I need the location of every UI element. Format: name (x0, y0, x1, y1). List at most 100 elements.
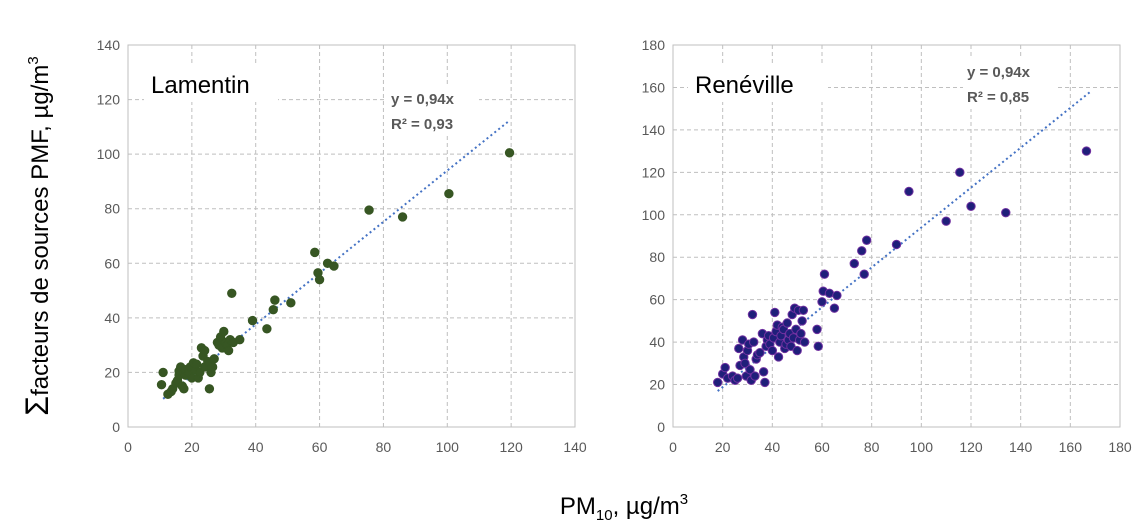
data-point (760, 377, 770, 388)
y-tick-label: 120 (642, 164, 666, 180)
data-point (720, 362, 730, 373)
x-axis-label: PM10, µg/m3 (560, 491, 688, 524)
y-tick-label: 80 (104, 201, 120, 217)
x-tick-label: 120 (499, 439, 523, 455)
data-point (1001, 207, 1011, 218)
x-tick-label: 80 (376, 439, 392, 455)
data-point (862, 235, 872, 245)
y-tick-label: 20 (649, 377, 665, 393)
data-point (1081, 146, 1092, 156)
equation-lamentin: y = 0,94x (391, 91, 455, 108)
data-point (204, 384, 215, 394)
equation-bg-reneville (963, 59, 1055, 109)
data-point (329, 261, 339, 271)
data-point (713, 377, 723, 388)
x-tick-label: 60 (814, 439, 830, 455)
data-point (796, 328, 806, 339)
chart-panel-reneville: 0 20 40 60 80 100 120 140 160 180 0 20 40 60 80 100 120 1… (642, 37, 1132, 455)
data-point (745, 365, 755, 375)
site-label-bg-lamentin (144, 66, 278, 102)
data-point (247, 315, 258, 326)
r2-reneville: R² = 0,85 (967, 89, 1029, 106)
data-point (770, 307, 780, 318)
data-point (199, 345, 210, 356)
data-point (747, 309, 758, 320)
data-point (314, 274, 325, 285)
y-tick-label: 80 (649, 249, 665, 265)
y-tick-label: 100 (642, 207, 666, 223)
data-point (799, 337, 810, 347)
x-tick-label: 0 (669, 439, 677, 455)
data-point (904, 186, 914, 197)
y-tick-label: 100 (97, 146, 121, 162)
equation-bg-lamentin (387, 86, 479, 136)
x-tick-label: 160 (1059, 439, 1083, 455)
data-point (813, 341, 823, 352)
data-point (223, 345, 234, 356)
data-point (740, 358, 750, 369)
data-point (364, 205, 374, 215)
y-tick-label: 160 (642, 79, 666, 95)
y-axis-label-main: facteurs de sources PMF, µg/m (27, 65, 54, 396)
data-point (156, 380, 167, 390)
y-tick-label: 0 (657, 419, 665, 435)
tick-labels-reneville: 0 20 40 60 80 100 120 140 160 180 0 20 40 60 80 100 120 1… (642, 37, 1132, 455)
sigma-symbol: Σ (19, 396, 55, 416)
y-tick-label: 60 (649, 292, 665, 308)
y-tick-label: 20 (104, 364, 120, 380)
x-tick-label: 40 (248, 439, 264, 455)
data-point (732, 373, 743, 383)
data-point (891, 239, 902, 250)
x-tick-label: 180 (1108, 439, 1132, 455)
y-axis-label: Σfacteurs de sources PMF, µg/m3 (19, 56, 55, 415)
data-point (819, 269, 830, 279)
x-axis-label-sub: 10 (596, 507, 613, 524)
chart-panel-lamentin: 0 20 40 60 80 100 120 140 0 20 40 60 80 100 120 140 Lam… (97, 37, 587, 455)
data-point (270, 295, 280, 305)
data-point (397, 212, 408, 222)
data-point (158, 367, 168, 378)
data-point (792, 345, 802, 356)
x-tick-label: 20 (715, 439, 731, 455)
data-point (219, 326, 229, 337)
x-tick-label: 120 (959, 439, 983, 455)
data-point (749, 337, 759, 347)
x-tick-label: 100 (910, 439, 934, 455)
x-tick-label: 20 (184, 439, 200, 455)
data-point (235, 334, 245, 345)
data-point (191, 359, 202, 369)
x-tick-label: 0 (124, 439, 132, 455)
x-axis-label-rest: , µg/m (613, 493, 680, 520)
site-label-bg-reneville (688, 66, 828, 102)
x-tick-label: 100 (436, 439, 460, 455)
points-reneville (713, 146, 1092, 388)
x-tick-label: 80 (864, 439, 880, 455)
data-point (817, 297, 827, 307)
y-tick-label: 180 (642, 37, 666, 53)
y-tick-label: 120 (97, 92, 121, 108)
data-point (812, 324, 822, 335)
data-point (966, 201, 976, 211)
tick-labels-lamentin: 0 20 40 60 80 100 120 140 0 20 40 60 80 100 120 140 (97, 37, 587, 455)
x-axis-label-main: PM (560, 493, 596, 520)
data-point (262, 324, 272, 334)
data-point (750, 371, 760, 381)
data-point (179, 384, 189, 394)
data-point (310, 247, 320, 258)
y-axis-label-text: Σfacteurs de sources PMF, µg/m3 (19, 56, 55, 415)
data-point (859, 269, 869, 279)
r2-lamentin: R² = 0,93 (391, 116, 453, 133)
data-point (207, 362, 218, 372)
data-point (849, 258, 859, 269)
data-point (758, 367, 769, 377)
data-point (268, 304, 278, 315)
data-point (832, 290, 842, 301)
data-point (286, 298, 296, 308)
data-point (504, 148, 515, 158)
site-label-lamentin: Lamentin (151, 72, 250, 99)
data-point (797, 316, 807, 326)
data-point (734, 343, 744, 354)
data-point (798, 305, 809, 315)
points-lamentin (156, 148, 515, 399)
